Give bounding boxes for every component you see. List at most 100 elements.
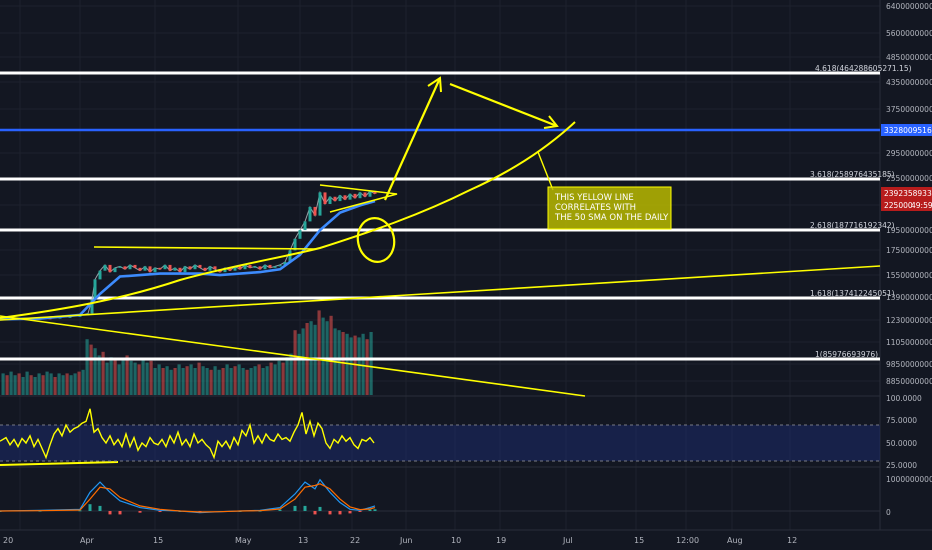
price-tick-label: 175000000000	[886, 246, 932, 255]
volume-bar	[249, 368, 253, 395]
candle	[173, 267, 177, 271]
macd-tick-label: 1000000000000	[886, 475, 932, 484]
fibonacci-levels[interactable]: 4.618(464288605271.15) 3.618(258976435185…	[0, 64, 912, 361]
annotation-pointer[interactable]	[537, 151, 554, 191]
candle	[188, 266, 192, 270]
time-tick-label: Jun	[399, 536, 413, 545]
macd-histogram-bar	[108, 511, 112, 515]
yellow-curve-trendline[interactable]	[0, 121, 576, 319]
volume-bar	[169, 369, 173, 395]
candle	[133, 264, 137, 268]
candle	[178, 267, 182, 273]
candle	[90, 299, 94, 314]
falling-trendline[interactable]	[0, 315, 586, 397]
volume-bar	[89, 344, 93, 395]
candle	[338, 195, 342, 202]
volume-bar	[77, 371, 81, 395]
price-tick-label: 435000000000	[886, 78, 932, 87]
volume-bar	[189, 364, 193, 395]
candle	[213, 266, 217, 270]
volume-bar	[245, 369, 249, 395]
price-tick-label: 88500000000	[886, 377, 932, 386]
annotation-callout[interactable]: THIS YELLOW LINE CORRELATES WITH THE 50 …	[547, 186, 672, 230]
volume-bar	[349, 337, 353, 395]
candle	[153, 267, 157, 273]
projection-arrow-up[interactable]	[383, 77, 442, 201]
highlight-circle[interactable]	[354, 215, 398, 266]
macd-tick-label: 0	[886, 508, 891, 517]
time-axis[interactable]: 20 Apr 15 May 13 22 Jun 10 19 Jul 15 12:00 Aug 12	[3, 536, 797, 545]
volume-bar	[369, 332, 373, 395]
macd-histogram-bar	[98, 505, 102, 511]
candle	[363, 192, 367, 197]
blue-line-tag-bg	[881, 124, 932, 136]
macd-histogram-bar	[348, 511, 352, 514]
volume-bar	[125, 355, 129, 395]
time-tick-label: Aug	[727, 536, 743, 545]
volume-bar	[317, 310, 321, 395]
projection-arrow-down[interactable]	[449, 82, 558, 128]
fib-level-label: 4.618(464288605271.15)	[815, 64, 912, 73]
rsi-tick-label: 50.0000	[886, 439, 917, 448]
volume-bar	[93, 348, 97, 395]
candle	[318, 192, 322, 216]
candle	[348, 193, 352, 200]
triangle-pattern[interactable]	[319, 184, 398, 213]
macd-histogram-bar	[278, 509, 282, 511]
volume-bar	[29, 375, 33, 395]
candle	[248, 264, 252, 268]
volume-bar	[17, 373, 21, 395]
volume-bar	[209, 369, 213, 395]
price-tick-label: 98500000000	[886, 360, 932, 369]
volume-bar	[345, 333, 349, 395]
volume-bar	[41, 375, 45, 395]
current-price-tag-text: 239235893335	[884, 189, 932, 198]
candle	[168, 264, 172, 271]
macd-histogram-bar	[358, 511, 362, 512]
candle	[298, 230, 302, 239]
price-tick-label: 485000000000	[886, 53, 932, 62]
volume-bar	[161, 368, 165, 395]
candle	[293, 238, 297, 251]
annotation-box	[547, 186, 672, 230]
candle	[113, 267, 117, 273]
arrowhead-down[interactable]	[543, 115, 559, 129]
time-tick-label: 10	[451, 536, 461, 545]
arrowhead-up[interactable]	[427, 76, 442, 93]
candle	[283, 262, 287, 265]
candle	[243, 264, 247, 270]
candle	[303, 221, 307, 231]
rsi-tick-label: 75.0000	[886, 416, 917, 425]
volume-bar	[165, 366, 169, 395]
macd-histogram-bar	[373, 509, 377, 511]
volume-bar	[221, 368, 225, 395]
candle	[373, 190, 377, 194]
candle	[323, 192, 327, 204]
volume-bar	[229, 368, 233, 395]
volume-bar	[265, 366, 269, 395]
fib-level-label: 1(85976693976)	[815, 350, 878, 359]
candle	[223, 267, 227, 273]
candle	[228, 267, 232, 271]
volume-bar	[109, 357, 113, 395]
candle	[353, 193, 357, 199]
volume-bar	[69, 375, 73, 395]
volume-bar	[73, 373, 77, 395]
volume-bar	[133, 362, 137, 395]
candle	[98, 270, 102, 280]
candle	[108, 264, 112, 273]
candle	[273, 266, 277, 268]
rsi-trendline[interactable]	[0, 461, 119, 466]
yellow-drawings[interactable]	[0, 76, 881, 466]
candle	[238, 266, 242, 270]
volume-bar	[185, 366, 189, 395]
macd-histogram-bar	[318, 506, 322, 511]
resistance-line[interactable]	[93, 246, 317, 250]
macd-histogram-bar	[313, 511, 317, 515]
rising-trendline[interactable]	[0, 265, 881, 321]
candle	[138, 267, 142, 271]
volume-bar	[181, 368, 185, 395]
price-tick-label: 375000000000	[886, 105, 932, 114]
volume-bar	[61, 375, 65, 395]
